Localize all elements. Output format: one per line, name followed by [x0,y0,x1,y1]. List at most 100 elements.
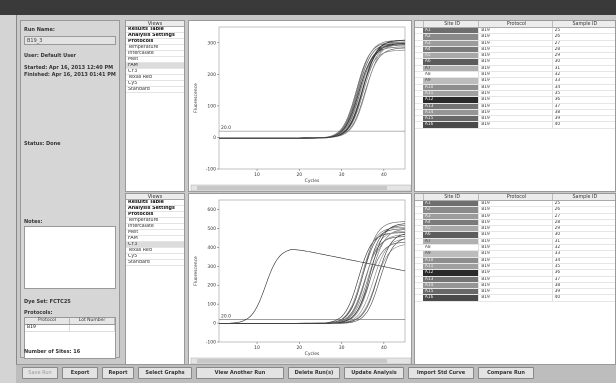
view-item-melt[interactable]: Melt [126,230,184,236]
x-tick-label: 40 [381,172,387,178]
view-item-fam[interactable]: FAM [126,63,184,69]
site-id-cell: A1 [422,201,479,207]
select-graphs-button[interactable]: Select Graphs [138,367,192,379]
view-item-fam[interactable]: FAM [126,236,184,242]
site-id-cell: A7 [422,65,479,72]
protocol-cell: B19 [478,97,551,103]
table-row[interactable]: A3 B19 27 [415,40,615,47]
view-item-cy3[interactable]: CY3 [126,242,184,248]
notes-label: Notes: [24,219,43,225]
protocol-column-header[interactable]: Protocol [25,318,70,324]
view-item-temperature[interactable]: Temperature [126,218,184,224]
table-row[interactable]: A2 B19 26 [415,207,615,214]
view-another-run-button[interactable]: View Another Run [196,367,284,379]
site-id-cell: A10 [422,257,479,263]
table-row[interactable]: A11 B19 35 [415,263,615,271]
table-row[interactable]: A12 B19 36 [415,270,615,277]
scrollbar-thumb[interactable] [197,359,387,363]
table-row[interactable]: B19 [25,325,115,332]
amplification-chart-top[interactable]: -100 0 100 200 300 10 20 30 40 Cycles Fluorescence… [188,20,412,192]
view-item-results-table[interactable]: Results Table [126,27,184,33]
table-row[interactable]: A5 B19 29 [415,53,615,60]
sample-id-cell: 35 [551,263,615,270]
protocol-cell: B19 [478,65,551,72]
view-item-temperature[interactable]: Temperature [126,45,184,51]
table-row[interactable]: A7 B19 31 [415,238,615,246]
sample-id-cell: 36 [551,97,615,103]
table-row[interactable]: A1 B19 25 [415,28,615,35]
table-row[interactable]: A9 B19 33 [415,251,615,258]
y-tick-label: 500 [207,226,216,232]
x-axis-label: Cycles [305,178,320,184]
table-row[interactable]: A13 B19 37 [415,103,615,110]
lot-number-column-header[interactable]: Lot Number [70,318,115,324]
table-row[interactable]: A14 B19 38 [415,109,615,117]
delete-runs-button[interactable]: Delete Run(s) [288,367,340,379]
table-row[interactable]: A15 B19 39 [415,116,615,123]
view-item-protocols[interactable]: Protocols [126,39,184,45]
view-item-texas-red[interactable]: Texas Red [126,248,184,254]
y-tick-label: 0 [213,135,216,141]
view-item-intercalate[interactable]: Intercalate [126,224,184,230]
site-id-column-header[interactable]: Site ID [422,194,478,200]
table-row[interactable]: A16 B19 40 [415,295,615,302]
table-row[interactable]: A11 B19 35 [415,90,615,98]
import-std-curve-button[interactable]: Import Std Curve [408,367,474,379]
table-row[interactable]: A14 B19 38 [415,282,615,290]
view-item-melt[interactable]: Melt [126,57,184,63]
protocol-column-header[interactable]: Protocol [478,21,551,27]
table-row[interactable]: A16 B19 40 [415,122,615,129]
table-row[interactable]: A5 B19 29 [415,226,615,233]
finished-label: Finished: Apr 16, 2013 01:41 PM [24,72,116,78]
table-row[interactable]: A7 B19 31 [415,65,615,73]
table-row[interactable]: A4 B19 28 [415,219,615,227]
sample-id-column-header[interactable]: Sample ID [551,194,615,200]
y-tick-label: 100 [207,302,216,308]
view-item-protocols[interactable]: Protocols [126,212,184,218]
y-tick-label: -100 [206,340,216,346]
table-row[interactable]: A1 B19 25 [415,201,615,208]
chart-svg: -100 0 100 200 300 10 20 30 40 Cycles Fluorescence… [190,26,412,192]
save-run-button[interactable]: Save Run [22,367,58,379]
view-item-analysis-settings[interactable]: Analysis Settings [126,206,184,212]
y-tick-label: -100 [206,167,216,173]
view-item-cy5[interactable]: Cy5 [126,254,184,260]
row-marker [415,116,423,121]
run-name-field[interactable]: B19_3 [24,36,116,45]
report-button[interactable]: Report [102,367,134,379]
view-item-intercalate[interactable]: Intercalate [126,51,184,57]
compare-run-button[interactable]: Compare Run [478,367,534,379]
y-tick-label: 300 [207,40,216,46]
select-column-header [415,194,423,200]
table-row[interactable]: A10 B19 34 [415,257,615,264]
table-row[interactable]: A15 B19 39 [415,289,615,296]
table-row[interactable]: A2 B19 26 [415,34,615,41]
table-row[interactable]: A3 B19 27 [415,213,615,220]
view-item-texas-red[interactable]: Texas Red [126,75,184,81]
scrollbar-thumb[interactable] [197,186,387,190]
site-id-cell: A2 [422,207,479,213]
table-row[interactable]: A8 B19 32 [415,245,615,252]
view-item-cy5[interactable]: Cy5 [126,81,184,87]
table-row[interactable]: A10 B19 34 [415,84,615,91]
table-row[interactable]: A4 B19 28 [415,46,615,54]
amplification-chart-bottom[interactable]: -100 0 100 200 300 400 500 600 10 20 30 40 Cycles Flu… [188,193,412,365]
notes-textarea[interactable] [24,226,116,289]
table-row[interactable]: A12 B19 36 [415,97,615,104]
table-row[interactable]: A9 B19 33 [415,78,615,85]
protocol-column-header[interactable]: Protocol [478,194,551,200]
export-button[interactable]: Export [62,367,98,379]
table-row[interactable]: A6 B19 30 [415,232,615,239]
table-row[interactable]: A6 B19 30 [415,59,615,66]
sample-id-column-header[interactable]: Sample ID [551,21,615,27]
table-row[interactable]: A8 B19 32 [415,72,615,79]
sample-id-cell: 32 [551,72,615,78]
view-item-cy3[interactable]: CY3 [126,69,184,75]
view-item-standard[interactable]: Standard [126,260,184,266]
site-id-column-header[interactable]: Site ID [422,21,478,27]
table-row[interactable]: A13 B19 37 [415,276,615,283]
update-analysis-button[interactable]: Update Analysis [344,367,404,379]
view-item-standard[interactable]: Standard [126,87,184,93]
view-item-results-table[interactable]: Results Table [126,200,184,206]
view-item-analysis-settings[interactable]: Analysis Settings [126,33,184,39]
